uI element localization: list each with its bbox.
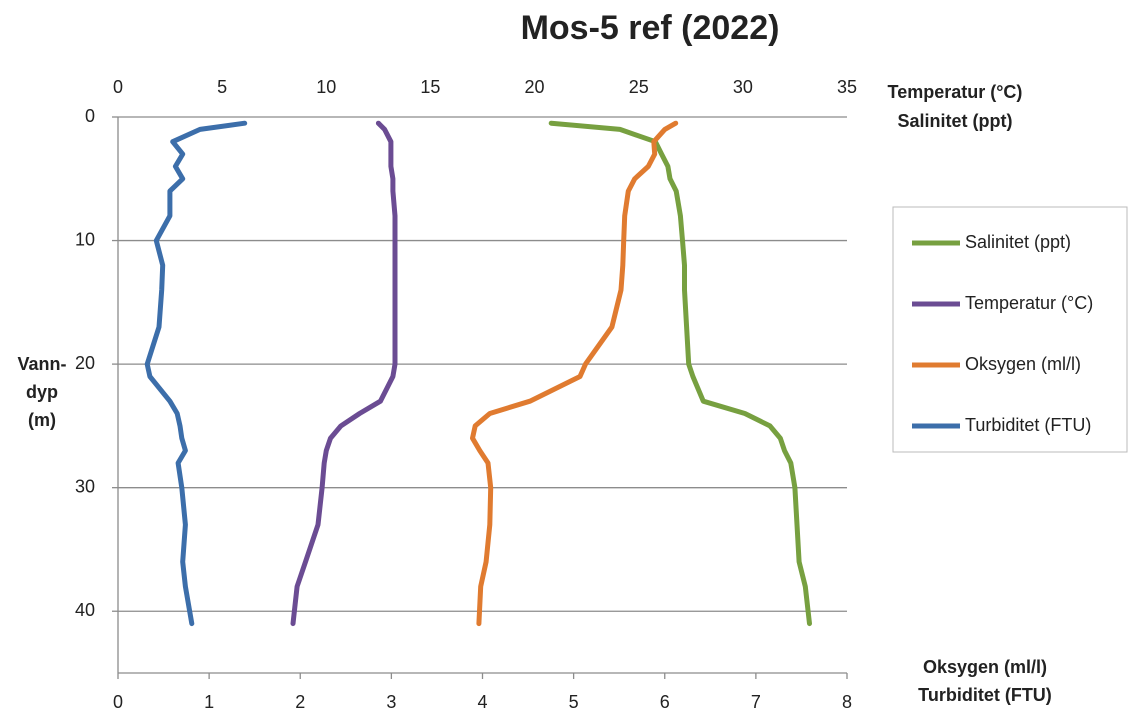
x-tick-label: 25 (629, 77, 649, 97)
x2-tick-label: 6 (660, 692, 670, 712)
x-axis-label: Salinitet (ppt) (898, 111, 1013, 131)
y-axis-label: Vann- (17, 354, 66, 374)
y-tick-label: 30 (75, 476, 95, 496)
x-axis-label: Temperatur (°C) (888, 82, 1023, 102)
chart-title: Mos-5 ref (2022) (521, 9, 780, 47)
y-tick-label: 40 (75, 600, 95, 620)
x2-tick-label: 3 (386, 692, 396, 712)
x2-tick-label: 8 (842, 692, 852, 712)
x-tick-label: 20 (525, 77, 545, 97)
x2-tick-label: 4 (477, 692, 487, 712)
series-line (548, 120, 812, 627)
x-tick-label: 15 (420, 77, 440, 97)
x-tick-label: 10 (316, 77, 336, 97)
y-axis-label: dyp (26, 382, 58, 402)
x2-tick-label: 2 (295, 692, 305, 712)
x-tick-label: 30 (733, 77, 753, 97)
x-tick-label: 5 (217, 77, 227, 97)
legend-box (892, 206, 1128, 453)
y-tick-label: 0 (85, 106, 95, 126)
legend-label: Salinitet (ppt) (965, 232, 1071, 252)
x2-axis-label: Turbiditet (FTU) (918, 685, 1052, 705)
legend-label: Oksygen (ml/l) (965, 354, 1081, 374)
y-axis-label: (m) (28, 410, 56, 430)
y-tick-label: 20 (75, 353, 95, 373)
x2-tick-label: 1 (204, 692, 214, 712)
x2-tick-label: 7 (751, 692, 761, 712)
x2-tick-label: 0 (113, 692, 123, 712)
legend-label: Turbiditet (FTU) (965, 415, 1091, 435)
series-line (144, 120, 248, 627)
series-line (470, 120, 679, 627)
x-tick-label: 35 (837, 77, 857, 97)
series-line (290, 120, 398, 627)
legend-label: Temperatur (°C) (965, 293, 1093, 313)
x-tick-label: 0 (113, 77, 123, 97)
x2-tick-label: 5 (569, 692, 579, 712)
x2-axis-label: Oksygen (ml/l) (923, 657, 1047, 677)
y-tick-label: 10 (75, 229, 95, 249)
